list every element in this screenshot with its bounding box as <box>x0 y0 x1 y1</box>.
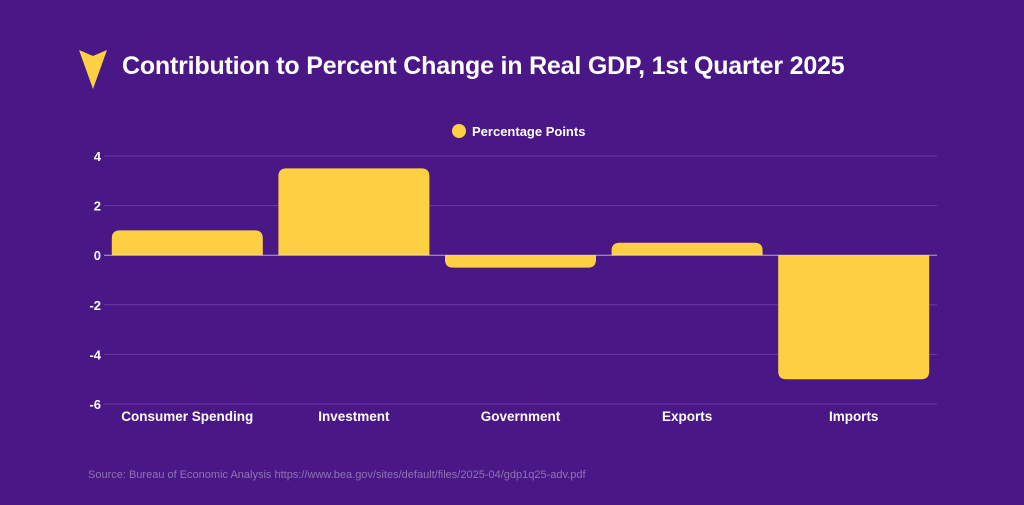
source-note: Source: Bureau of Economic Analysis http… <box>88 469 586 481</box>
y-tick-label: 4 <box>94 149 102 164</box>
gridlines <box>104 155 937 405</box>
downward-triangle-logo-icon <box>79 50 107 89</box>
bar-chart: 4 2 0 -2 -4 -6 Consumer Spending Investment Gov… <box>89 124 937 424</box>
bar-consumer-spending <box>111 230 263 256</box>
legend-label: Percentage Points <box>472 124 585 139</box>
y-axis-ticks: 4 2 0 -2 -4 -6 <box>89 149 101 412</box>
x-tick-label: Government <box>481 409 561 424</box>
bar-investment <box>278 168 430 256</box>
legend-marker <box>452 124 466 138</box>
y-tick-label: -2 <box>89 298 101 313</box>
y-tick-label: 2 <box>94 199 101 214</box>
chart-title: Contribution to Percent Change in Real G… <box>122 52 845 80</box>
legend: Percentage Points <box>452 124 585 139</box>
y-tick-label: 0 <box>94 248 101 263</box>
x-tick-label: Exports <box>662 409 712 424</box>
bar-government <box>445 255 596 268</box>
x-tick-label: Imports <box>829 409 879 424</box>
bar-exports <box>611 242 763 256</box>
y-tick-label: -4 <box>89 347 101 362</box>
bars <box>111 168 930 380</box>
x-axis-labels: Consumer Spending Investment Government Exp… <box>121 409 878 424</box>
bar-imports <box>778 255 930 380</box>
x-tick-label: Investment <box>318 409 390 424</box>
x-tick-label: Consumer Spending <box>121 409 253 424</box>
y-tick-label: -6 <box>89 397 101 412</box>
